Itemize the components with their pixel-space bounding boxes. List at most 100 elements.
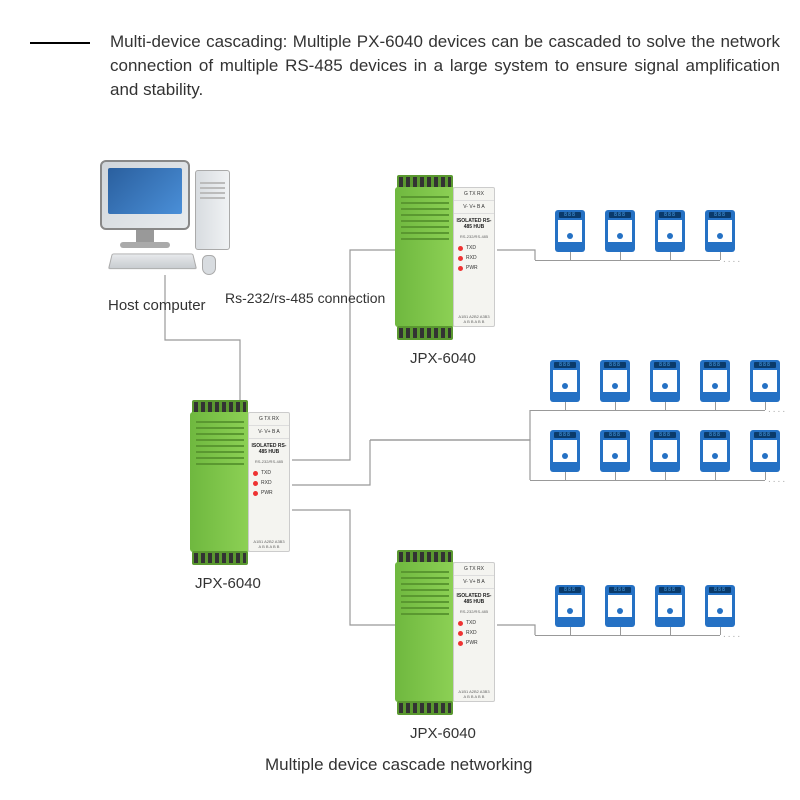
rs485-device-body [650, 440, 680, 462]
bus-wire [535, 260, 720, 261]
rs485-device-display [659, 587, 681, 593]
jpx-panel-header2: V- V+ B A [454, 576, 494, 589]
jpx-terminals-bottom [397, 326, 453, 340]
rs485-device-base [605, 242, 635, 252]
rs485-device-display-frame [605, 210, 635, 220]
rs485-device-base [700, 462, 730, 472]
jpx-front-panel: G TX RX V- V+ B A ISOLATED RS-485 HUB RS… [248, 412, 290, 552]
rs485-device [700, 360, 730, 402]
jpx-device: G TX RX V- V+ B A ISOLATED RS-485 HUB RS… [395, 175, 495, 340]
monitor-stand [136, 230, 154, 242]
rs485-device [655, 210, 685, 252]
rs485-device-display-frame [650, 430, 680, 440]
rs485-device [750, 430, 780, 472]
rs485-device-body [750, 440, 780, 462]
rs485-device-display [609, 212, 631, 218]
mouse [202, 255, 216, 275]
rs485-device-display-frame [650, 360, 680, 370]
rs485-device-display-frame [750, 360, 780, 370]
rs485-device-display-frame [700, 360, 730, 370]
rs485-device-base [750, 462, 780, 472]
rs485-device-body [550, 370, 580, 392]
drop-wire [615, 472, 616, 480]
jpx-device: G TX RX V- V+ B A ISOLATED RS-485 HUB RS… [395, 550, 495, 715]
jpx-bot-label: JPX-6040 [410, 725, 476, 742]
rs485-device-body [700, 370, 730, 392]
jpx-led-pwr: PWR [458, 640, 490, 646]
bus-wire [530, 480, 765, 481]
jpx-panel-title: ISOLATED RS-485 HUB [454, 214, 494, 234]
rs485-device-display [659, 212, 681, 218]
bus-wire [530, 410, 765, 411]
jpx-panel-header: G TX RX [454, 188, 494, 201]
jpx-vent [401, 195, 449, 240]
rs485-device-base [655, 242, 685, 252]
rs485-device [700, 430, 730, 472]
drop-wire [570, 627, 571, 635]
rs485-device-body [555, 595, 585, 617]
jpx-led-rxd: RXD [253, 480, 285, 486]
rs485-device-display [704, 432, 726, 438]
drop-wire [665, 472, 666, 480]
continuation-dots: .... [723, 254, 742, 265]
rs485-device-display-frame [655, 585, 685, 595]
rs485-device-base [705, 617, 735, 627]
rs485-device-body [605, 220, 635, 242]
rs485-device-display-frame [705, 585, 735, 595]
drop-wire [715, 472, 716, 480]
rs485-device-body [705, 220, 735, 242]
rs485-device-body [750, 370, 780, 392]
jpx-panel-title: ISOLATED RS-485 HUB [454, 589, 494, 609]
drop-wire [720, 252, 721, 260]
rs485-device-base [700, 392, 730, 402]
drop-wire [670, 627, 671, 635]
rs485-device-base [750, 392, 780, 402]
rs485-device-display-frame [600, 360, 630, 370]
rs485-device-base [600, 462, 630, 472]
jpx-led-txd: TXD [253, 470, 285, 476]
jpx-panel-subtitle: RS-232/RS-485 [454, 609, 494, 614]
rs485-device-display [654, 432, 676, 438]
monitor [100, 160, 190, 230]
drop-wire [715, 402, 716, 410]
rs485-device-display-frame [705, 210, 735, 220]
rs485-device-base [655, 617, 685, 627]
rs485-device-base [550, 392, 580, 402]
rs485-device-display-frame [700, 430, 730, 440]
drop-wire [565, 472, 566, 480]
led-label: PWR [466, 265, 478, 271]
led-dot-icon [458, 246, 463, 251]
diagram-caption: Multiple device cascade networking [265, 755, 532, 775]
continuation-dots: .... [723, 629, 742, 640]
led-dot-icon [253, 491, 258, 496]
rs485-device-display [754, 432, 776, 438]
rs485-device [750, 360, 780, 402]
rs485-device-base [650, 392, 680, 402]
drop-wire [620, 627, 621, 635]
rs485-device [555, 585, 585, 627]
rs485-device-body [655, 220, 685, 242]
led-label: RXD [261, 480, 272, 486]
led-label: PWR [466, 640, 478, 646]
jpx-vent [196, 420, 244, 465]
rs485-device-display-frame [550, 360, 580, 370]
rs485-device-display [709, 587, 731, 593]
led-dot-icon [458, 266, 463, 271]
rs485-device-body [555, 220, 585, 242]
led-label: RXD [466, 630, 477, 636]
rs485-device-body [600, 370, 630, 392]
led-dot-icon [458, 256, 463, 261]
drop-wire [670, 252, 671, 260]
drop-wire [620, 252, 621, 260]
computer-tower [195, 170, 230, 250]
jpx-main-label: JPX-6040 [195, 575, 261, 592]
jpx-panel-bottom: A1B1 A2B2 A3B3 A B B A B B [251, 539, 287, 549]
jpx-panel-header2: V- V+ B A [454, 201, 494, 214]
header-accent-line [30, 42, 90, 44]
jpx-led-txd: TXD [458, 245, 490, 251]
rs485-device-body [705, 595, 735, 617]
drop-wire [720, 627, 721, 635]
jpx-body [395, 187, 455, 327]
monitor-base [120, 242, 170, 248]
rs485-device-display-frame [605, 585, 635, 595]
